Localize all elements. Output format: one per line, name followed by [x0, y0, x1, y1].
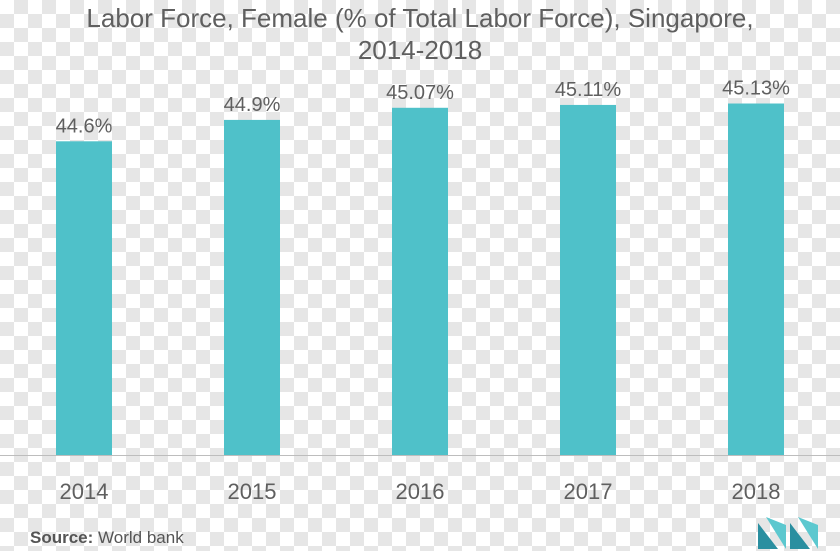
data-label-2015: 44.9% — [224, 94, 281, 116]
x-tick-label-2015: 2015 — [228, 479, 277, 504]
x-tick-label-2018: 2018 — [732, 479, 781, 504]
source-text: World bank — [98, 528, 184, 547]
bar-2015 — [224, 119, 280, 455]
source-note: Source: World bank — [30, 528, 184, 548]
bar-2017 — [560, 104, 616, 456]
data-label-2014: 44.6% — [56, 115, 113, 137]
chart-title-line2: 2014-2018 — [357, 35, 483, 65]
bar-2014 — [56, 141, 112, 455]
x-tick-label-2017: 2017 — [564, 479, 613, 504]
chart-title-line1: Labor Force, Female (% of Total Labor Fo… — [86, 3, 754, 33]
data-label-2016: 45.07% — [386, 82, 454, 104]
source-label: Source: — [30, 528, 94, 547]
x-tick-label-2014: 2014 — [60, 479, 109, 504]
mordor-intelligence-logo-icon — [758, 517, 818, 549]
bar-2016 — [392, 107, 448, 455]
bar-2018 — [728, 103, 784, 455]
data-label-2017: 45.11% — [555, 79, 622, 101]
x-tick-label-2016: 2016 — [396, 479, 445, 504]
chart-title: Labor Force, Female (% of Total Labor Fo… — [0, 2, 840, 66]
data-label-2018: 45.13% — [722, 78, 790, 100]
